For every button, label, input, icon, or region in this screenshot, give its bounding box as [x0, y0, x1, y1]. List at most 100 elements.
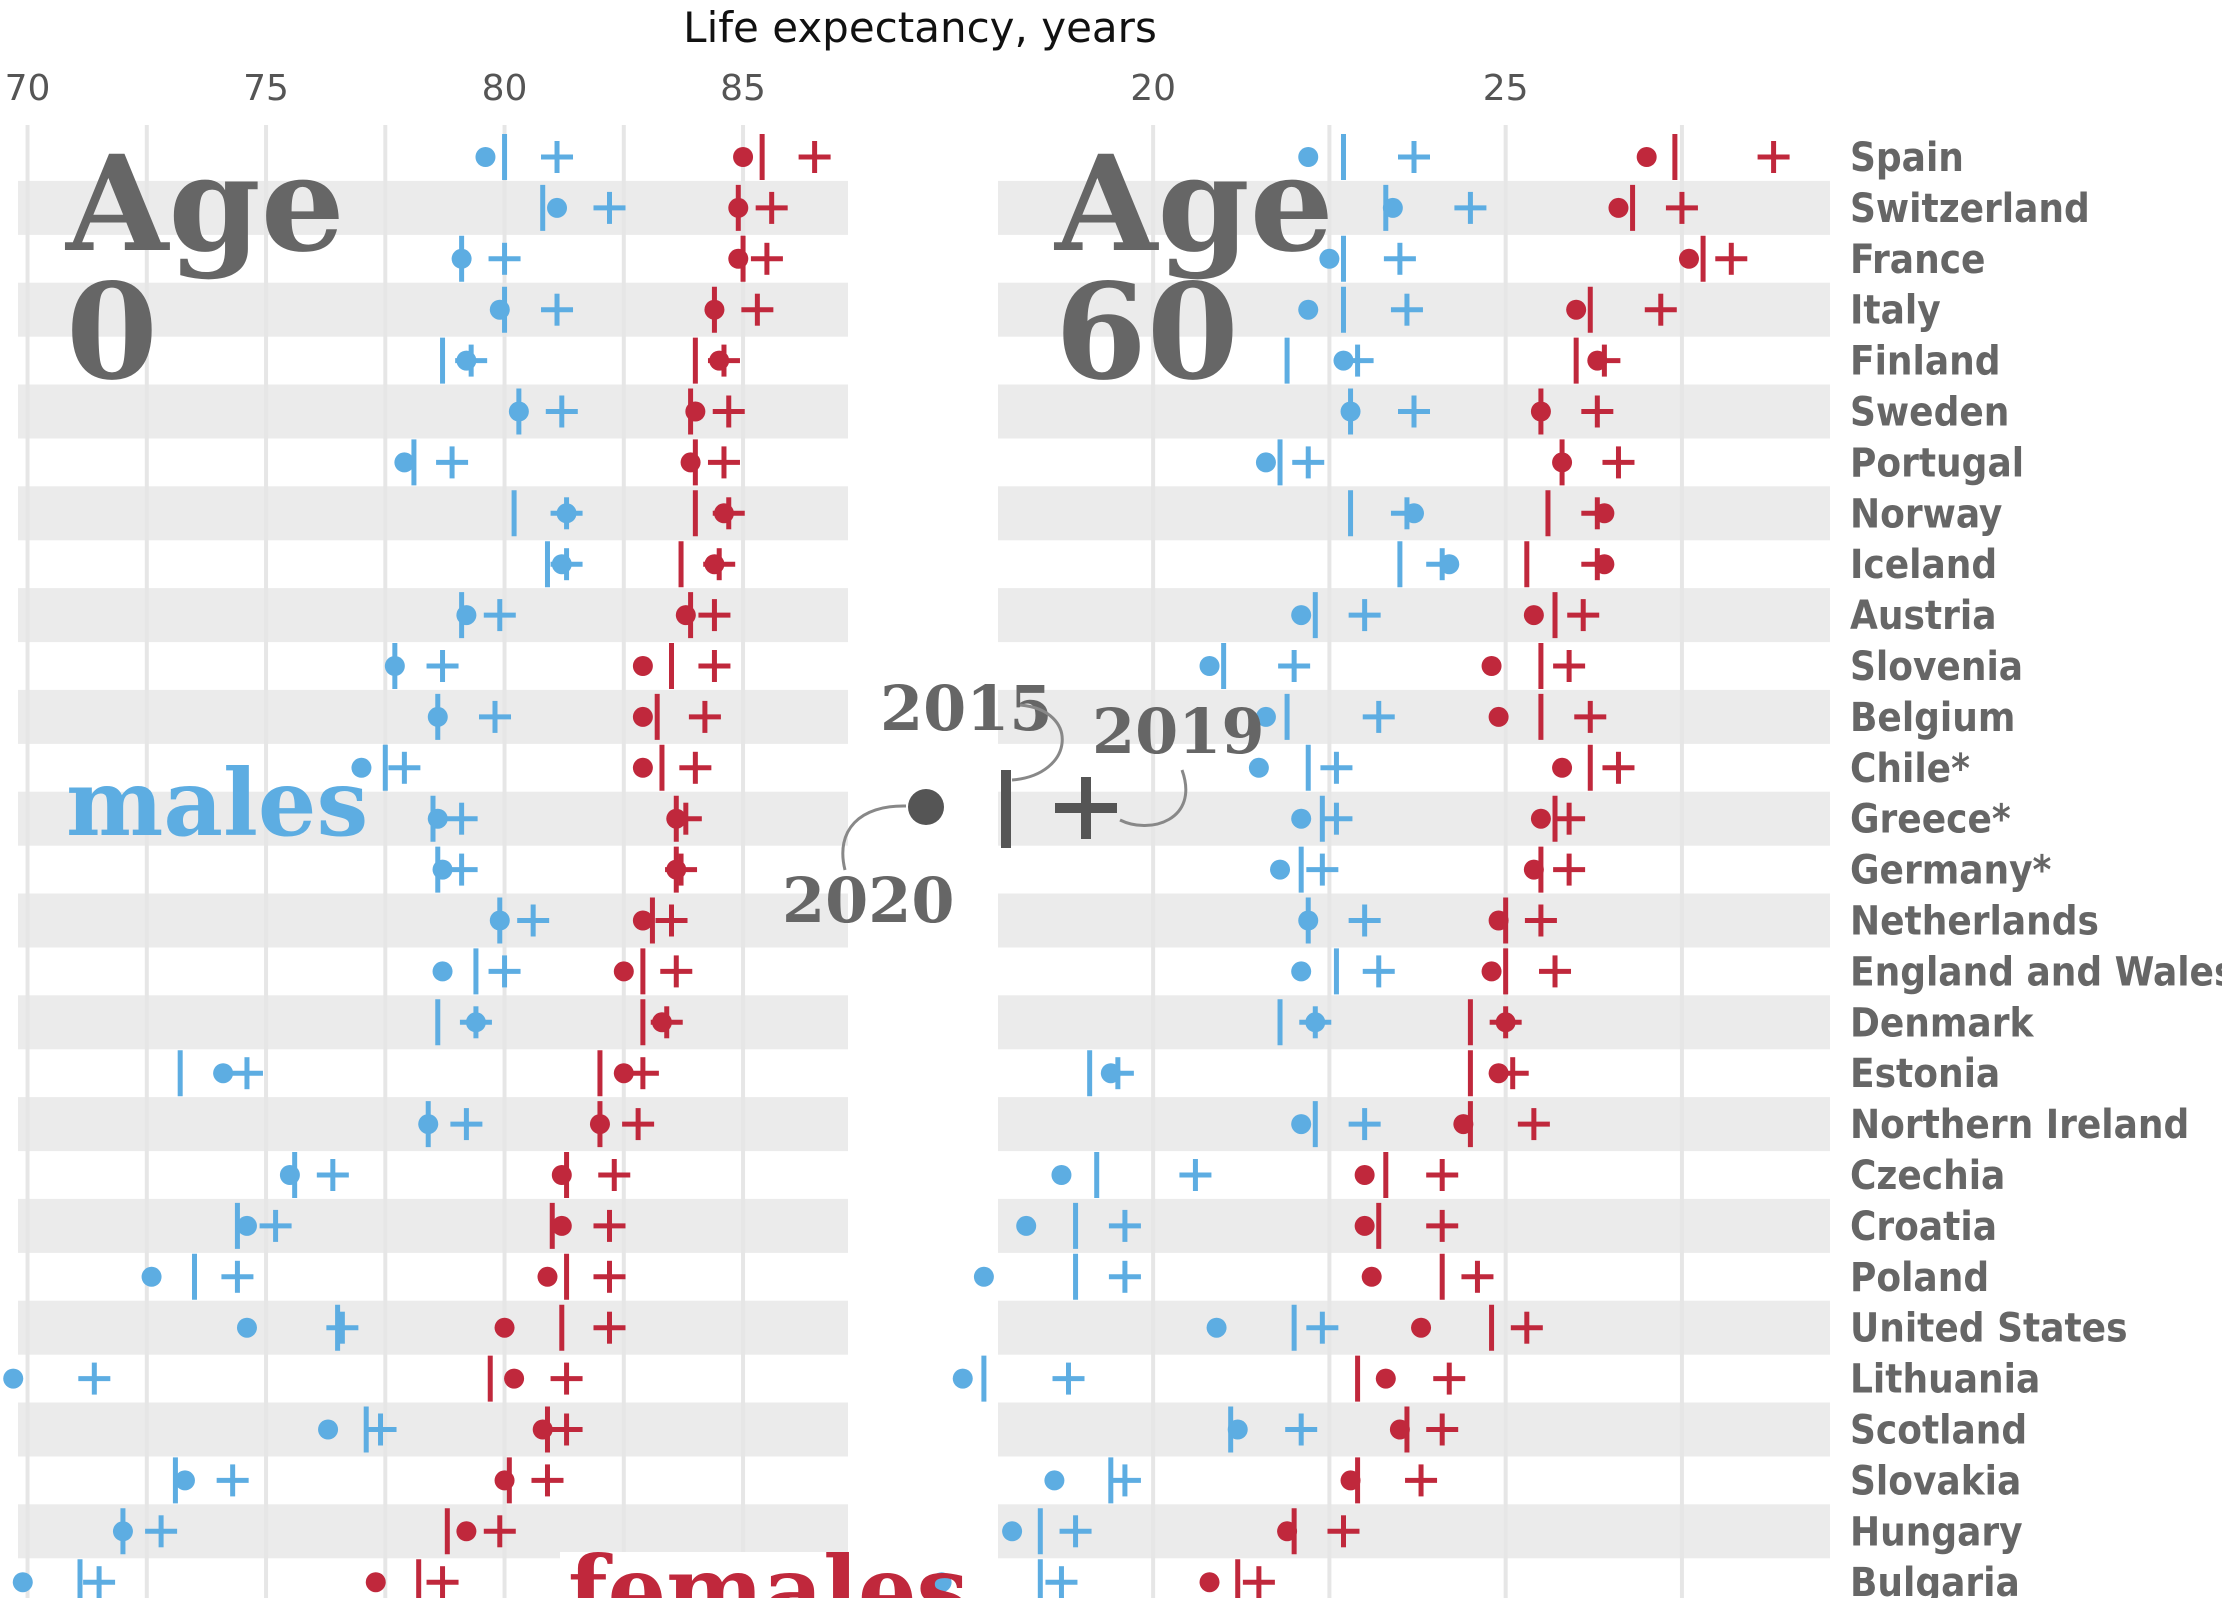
row-band — [998, 893, 1830, 948]
males-2020-dot — [1227, 1419, 1248, 1440]
row-band — [18, 1402, 848, 1457]
females-2020-dot — [1495, 1012, 1516, 1033]
females-2020-dot — [1678, 248, 1699, 269]
row-band — [18, 995, 848, 1050]
x-tick-label: 85 — [720, 68, 766, 109]
males-2020-dot — [318, 1419, 339, 1440]
females-2020-dot — [589, 1114, 610, 1135]
males-2020-dot — [1298, 910, 1319, 931]
females-2020-dot — [1481, 961, 1502, 982]
females-2020-dot — [1608, 197, 1629, 218]
females-2020-dot — [456, 1521, 477, 1542]
males-2020-dot — [384, 656, 405, 676]
country-label: Finland — [1850, 339, 2001, 385]
males-2020-dot — [1291, 808, 1312, 829]
country-label: Switzerland — [1850, 186, 2090, 232]
females-2020-dot — [613, 1063, 634, 1084]
country-label: Austria — [1850, 593, 1996, 639]
females-2020-dot — [1636, 147, 1657, 167]
females-label-backing — [560, 1552, 930, 1598]
females-2020-dot — [1354, 1165, 1375, 1185]
row-band — [998, 791, 1830, 846]
country-label: Iceland — [1850, 542, 1997, 588]
females-2020-dot — [666, 859, 687, 880]
females-2020-dot — [494, 1470, 515, 1491]
males-2020-dot — [489, 910, 510, 931]
country-label: Denmark — [1850, 1000, 2034, 1046]
country-label: England and Wales — [1850, 949, 2222, 995]
females-2020-dot — [1594, 503, 1615, 524]
country-label: Lithuania — [1850, 1357, 2040, 1403]
legend-label-2020: 2020 — [782, 864, 955, 937]
row-band — [18, 384, 848, 439]
males-2020-dot — [551, 554, 572, 575]
males-2020-dot — [1291, 961, 1312, 982]
males-2020-dot — [1404, 503, 1424, 524]
females-2020-dot — [551, 1165, 572, 1185]
females-2020-dot — [494, 1317, 515, 1338]
males-2020-dot — [427, 706, 448, 727]
males-2020-dot — [1051, 1165, 1072, 1185]
country-label: Slovakia — [1850, 1458, 2021, 1504]
country-label: France — [1850, 237, 1985, 283]
males-2020-dot — [1291, 1114, 1312, 1135]
females-2020-dot — [613, 961, 634, 982]
females-2020-dot — [1530, 401, 1551, 422]
males-2020-dot — [1199, 656, 1220, 676]
males-2020-dot — [351, 757, 372, 778]
row-band — [18, 1300, 848, 1355]
females-2020-dot — [1277, 1521, 1298, 1542]
males-2020-dot — [1100, 1063, 1121, 1084]
females-2020-dot — [1354, 1215, 1375, 1236]
males-2020-dot — [279, 1165, 300, 1185]
grid-lines — [25, 125, 1684, 1598]
females-2020-dot — [1389, 1419, 1410, 1440]
country-label: Bulgaria — [1850, 1560, 2020, 1598]
x-tick-label: 25 — [1483, 68, 1529, 109]
males-2020-dot — [141, 1266, 162, 1287]
females-2020-dot — [680, 452, 701, 473]
country-label: Estonia — [1850, 1051, 2000, 1097]
country-label: Netherlands — [1850, 899, 2099, 945]
x-tick-label: 20 — [1130, 68, 1176, 109]
males-2020-dot — [456, 350, 477, 371]
females-2020-dot — [1411, 1317, 1432, 1338]
males-2020-dot — [1206, 1317, 1227, 1338]
males-2020-dot — [12, 1572, 33, 1593]
males-2020-dot — [1291, 605, 1312, 626]
females-2020-dot — [1453, 1114, 1474, 1135]
females-2020-dot — [1552, 757, 1573, 778]
males-2020-dot — [475, 147, 496, 167]
country-label: Slovenia — [1850, 644, 2023, 690]
females-2020-dot — [1361, 1266, 1382, 1287]
females-2020-dot — [1488, 1063, 1509, 1084]
row-bands — [18, 180, 1830, 1559]
country-label: Belgium — [1850, 695, 2015, 741]
males-2020-dot — [1255, 706, 1276, 727]
males-2020-dot — [1298, 147, 1319, 167]
females-2020-dot — [537, 1266, 558, 1287]
males-2020-dot — [1270, 859, 1291, 880]
legend-dot-2020 — [908, 789, 944, 825]
data-marks — [3, 134, 1790, 1598]
row-band — [18, 1198, 848, 1253]
females-2020-dot — [1488, 910, 1509, 931]
chart-title: Life expectancy, years — [683, 3, 1157, 52]
country-label: Croatia — [1850, 1204, 1997, 1250]
females-2020-dot — [675, 605, 696, 626]
males-2020-dot — [1340, 401, 1361, 422]
males-2020-dot — [973, 1266, 994, 1287]
country-label: Czechia — [1850, 1153, 2005, 1199]
country-label: Poland — [1850, 1255, 1989, 1301]
males-2020-dot — [1439, 554, 1460, 575]
row-band — [998, 1097, 1830, 1152]
females-2020-dot — [704, 299, 725, 320]
males-2020-dot — [1298, 299, 1319, 320]
row-band — [998, 1402, 1830, 1457]
x-tick-label: 80 — [482, 68, 528, 109]
country-label: Northern Ireland — [1850, 1102, 2189, 1148]
females-2020-dot — [1375, 1368, 1396, 1389]
females-2020-dot — [1530, 808, 1551, 829]
females-2020-dot — [1552, 452, 1573, 473]
